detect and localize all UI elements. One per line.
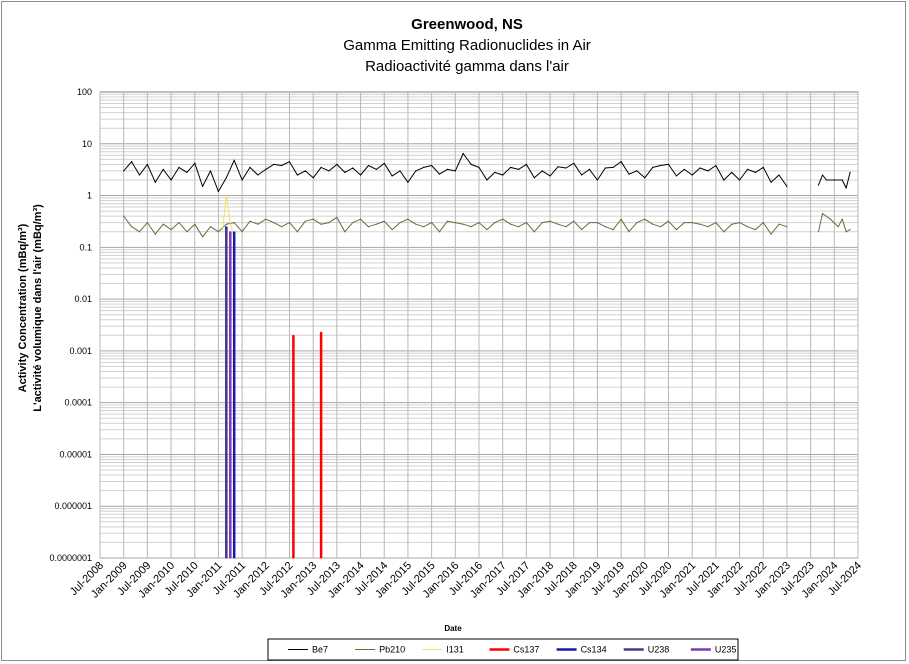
y-axis-label-en: Activity Concentration (mBq/m³) <box>17 223 29 392</box>
legend-label-cs137: Cs137 <box>513 645 539 655</box>
legend: Be7 Pb210 I131 Cs137 Cs134 U238 U235 <box>267 638 739 661</box>
y-tick-label: 0.00001 <box>59 449 92 459</box>
legend-label-u235: U235 <box>715 645 737 655</box>
chart-title: Greenwood, NS <box>411 16 523 33</box>
legend-label-u238: U238 <box>648 645 670 655</box>
series-u238 <box>225 229 228 559</box>
series-line-pb210 <box>818 213 851 233</box>
x-axis-ticks: Jul-2008Jan-2009Jul-2009Jan-2010Jul-2010… <box>68 560 864 601</box>
series-line-pb210 <box>123 215 788 238</box>
series-line-be7 <box>123 153 788 192</box>
series-layer <box>123 152 851 559</box>
y-tick-label: 0.01 <box>74 294 92 304</box>
x-axis-label: Date <box>444 624 462 633</box>
series-be7 <box>123 152 851 193</box>
legend-label-be7: Be7 <box>312 645 328 655</box>
y-axis-ticks: 100 10 1 0.1 0.01 0.001 0.0001 0.00001 0.000001 0… <box>49 87 92 563</box>
y-axis-label-fr: L'activité volumique dans l'air (mBq/m³) <box>32 204 44 412</box>
y-tick-label: 1 <box>87 191 92 201</box>
y-tick-label: 100 <box>77 87 92 97</box>
legend-label-cs134: Cs134 <box>581 645 607 655</box>
series-line-i131 <box>221 195 235 239</box>
legend-label-pb210: Pb210 <box>379 645 405 655</box>
y-tick-label: 0.000001 <box>54 501 92 511</box>
y-tick-label: 0.001 <box>69 346 92 356</box>
y-tick-label: 0.0001 <box>64 398 92 408</box>
series-u235 <box>229 231 232 559</box>
series-pb210 <box>123 212 851 238</box>
series-line-be7 <box>818 172 851 189</box>
chart-subtitle-fr: Radioactivité gamma dans l'air <box>365 58 569 75</box>
legend-label-i131: I131 <box>446 645 464 655</box>
y-tick-label: 10 <box>82 139 92 149</box>
y-tick-label: 0.0000001 <box>49 553 92 563</box>
series-cs137 <box>292 331 323 559</box>
chart-subtitle-en: Gamma Emitting Radionuclides in Air <box>343 37 591 54</box>
y-tick-label: 0.1 <box>79 242 92 252</box>
